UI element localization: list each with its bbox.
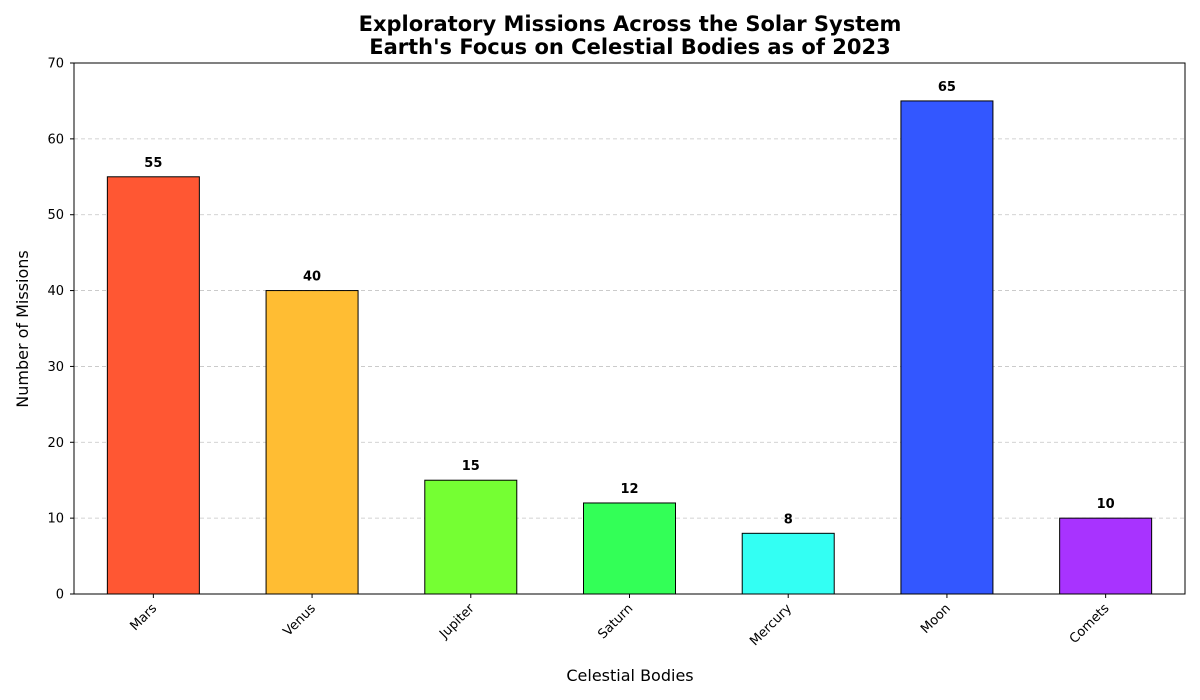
x-tick-label: Mercury xyxy=(747,601,795,649)
y-tick-label: 20 xyxy=(47,436,64,451)
chart-title: Exploratory Missions Across the Solar Sy… xyxy=(359,12,902,36)
y-tick-label: 0 xyxy=(56,588,64,603)
data-label: 12 xyxy=(620,482,638,497)
y-tick-label: 30 xyxy=(47,360,64,375)
x-tick-label: Comets xyxy=(1067,601,1113,647)
y-axis: 0 10 20 30 40 50 60 70 xyxy=(47,57,74,603)
data-labels: 55 40 15 12 8 65 10 xyxy=(144,80,1114,527)
bar-comets xyxy=(1059,517,1153,595)
y-axis-label: Number of Missions xyxy=(13,250,32,408)
x-axis: Mars Venus Jupiter Saturn Mercury Moon Comets xyxy=(127,594,1113,649)
data-label: 10 xyxy=(1097,497,1115,512)
y-tick-label: 40 xyxy=(47,284,64,299)
bar-moon xyxy=(900,100,994,595)
x-tick-label: Saturn xyxy=(595,601,636,642)
y-tick-label: 60 xyxy=(47,132,64,147)
x-tick-label: Moon xyxy=(918,601,954,637)
data-label: 65 xyxy=(938,80,956,95)
grid-lines xyxy=(74,138,1185,519)
y-tick-label: 70 xyxy=(47,57,64,72)
data-label: 8 xyxy=(784,512,793,527)
data-label: 15 xyxy=(462,459,480,474)
bar-mercury xyxy=(741,532,835,595)
data-label: 40 xyxy=(303,270,321,285)
bar-mars xyxy=(106,176,200,595)
chart-subtitle: Earth's Focus on Celestial Bodies as of … xyxy=(369,35,890,59)
bar-venus xyxy=(265,290,359,595)
x-tick-label: Venus xyxy=(281,601,319,639)
y-tick-label: 50 xyxy=(47,208,64,223)
bar-saturn xyxy=(583,502,676,595)
data-label: 55 xyxy=(144,156,162,171)
bars xyxy=(106,100,1153,595)
y-tick-label: 10 xyxy=(47,512,64,527)
x-axis-label: Celestial Bodies xyxy=(566,666,693,685)
x-tick-label: Mars xyxy=(127,601,160,634)
bar-jupiter xyxy=(424,479,518,595)
x-tick-label: Jupiter xyxy=(436,601,478,643)
